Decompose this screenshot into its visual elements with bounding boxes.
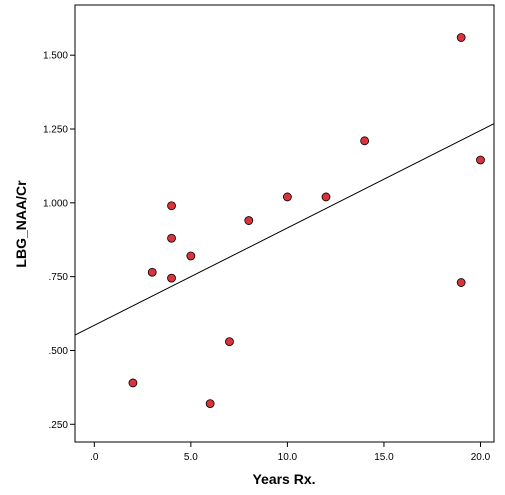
y-tick-label: 1.000 [43, 198, 68, 209]
x-tick-label: 10.0 [278, 452, 298, 463]
x-axis-ticks: .0 5.0 10.0 15.0 20.0 [90, 442, 491, 463]
y-tick-label: 1.500 [43, 51, 68, 62]
data-point [321, 192, 331, 202]
x-axis-title: Years Rx. [252, 471, 315, 487]
data-point [476, 155, 485, 165]
data-point [456, 33, 466, 42]
fit-line [74, 123, 495, 336]
y-axis-title: LBG_NAA/Cr [13, 180, 29, 268]
data-point [128, 378, 138, 388]
data-point [205, 399, 215, 409]
y-tick-label: .750 [49, 272, 69, 283]
y-tick-label: .500 [49, 346, 69, 357]
data-point [244, 216, 254, 225]
y-tick-label: .250 [49, 420, 69, 431]
data-point [225, 337, 234, 347]
x-tick-label: .0 [90, 452, 99, 463]
data-point [147, 267, 157, 277]
plot-area [74, 4, 495, 443]
x-tick-label: 20.0 [471, 452, 491, 463]
data-point [282, 192, 292, 202]
y-tick-label: 1.250 [43, 125, 68, 136]
data-point [456, 278, 466, 287]
data-point [360, 136, 370, 146]
fit-line-layer [74, 123, 495, 336]
x-tick-label: 5.0 [184, 452, 198, 463]
data-point [167, 201, 176, 211]
data-point [167, 233, 176, 243]
x-tick-label: 15.0 [374, 452, 394, 463]
y-axis-ticks: .250 .500 .750 1.000 1.250 1.500 [43, 51, 75, 431]
data-point [186, 251, 196, 261]
data-point [167, 273, 176, 283]
points-layer [128, 33, 485, 409]
